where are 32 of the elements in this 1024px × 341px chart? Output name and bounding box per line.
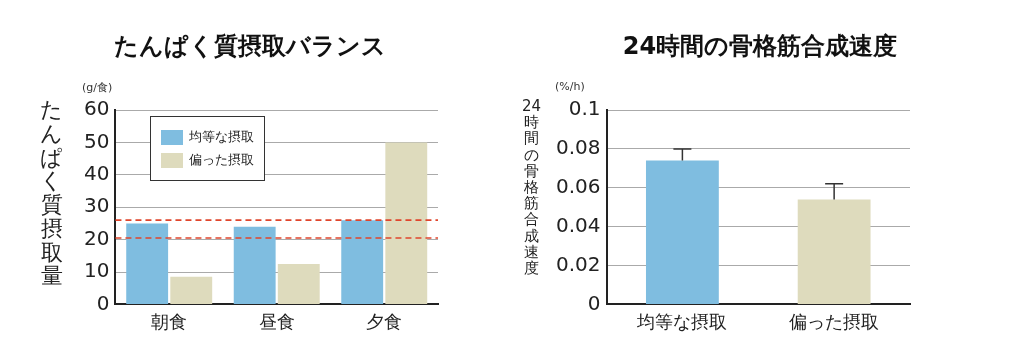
legend-label: 均等な摂取: [189, 128, 254, 146]
chart-title: 24時間の骨格筋合成速度: [621, 31, 899, 62]
chart-title: たんぱく質摂取バランス: [113, 31, 387, 62]
y-tick-label: 0.06: [556, 173, 601, 198]
y-tick-label: 0.02: [556, 251, 601, 276]
y-tick-label: 0: [587, 290, 601, 315]
text: (%/h): [555, 80, 585, 93]
bar: [233, 226, 276, 304]
y-tick-label: 50: [84, 128, 110, 153]
y-tick-label: 0: [96, 290, 110, 315]
x-tick-label: 均等な摂取: [636, 310, 728, 332]
bar: [277, 263, 320, 304]
text: 24時間の骨格筋合成速度: [522, 97, 542, 277]
y-tick-label: 0.08: [556, 135, 601, 160]
bar: [126, 223, 169, 304]
y-tick-label: 60: [84, 96, 110, 121]
x-tick-label: 夕食: [366, 310, 403, 332]
x-tick-label: 昼食: [258, 310, 295, 332]
y-axis-title: たんぱく質摂取量: [40, 97, 63, 289]
y-tick-label: 0.04: [556, 212, 601, 237]
text: (g/食): [82, 80, 113, 95]
bar: [341, 220, 384, 304]
y-tick-label: 20: [84, 225, 110, 250]
y-tick-label: 0.1: [568, 96, 601, 121]
y-tick-label: 40: [84, 161, 110, 185]
x-tick-label: 朝食: [151, 310, 188, 332]
y-tick-label: 30: [84, 193, 110, 218]
y-tick-label: 10: [84, 258, 110, 283]
legend-label: 偏った摂取: [189, 151, 254, 169]
bar: [385, 142, 428, 304]
x-tick-label: 偏った摂取: [789, 310, 880, 332]
bar: [170, 276, 213, 304]
